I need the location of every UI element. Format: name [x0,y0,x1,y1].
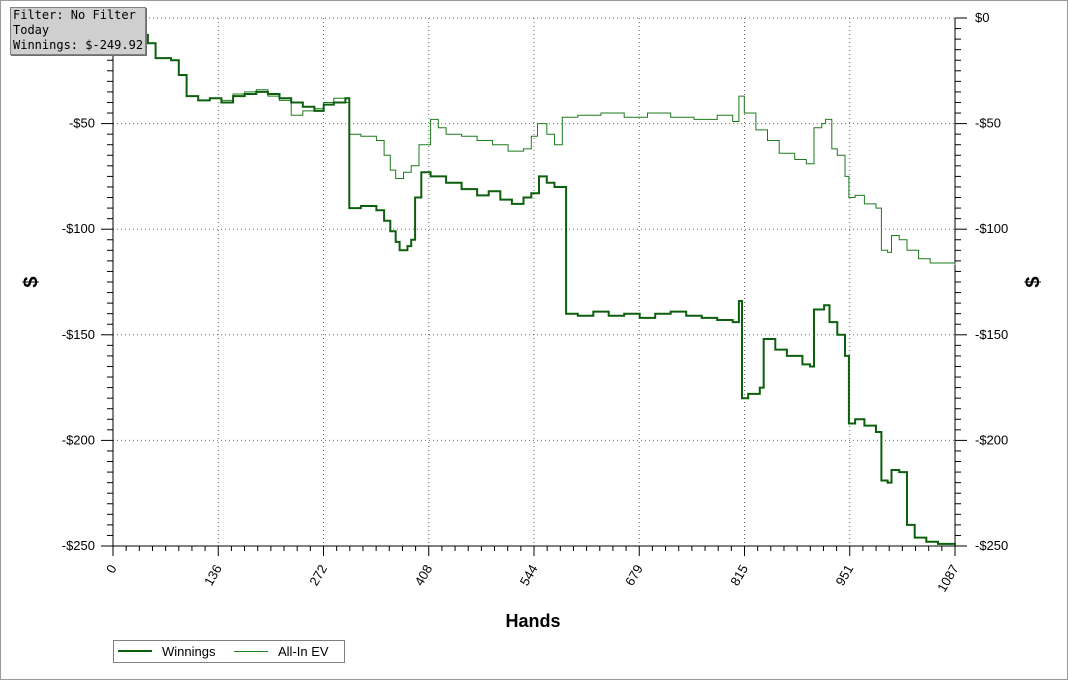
x-tick-label: 951 [833,562,857,588]
x-tick-label: 544 [517,562,541,588]
legend-item-allin-ev: All-In EV [234,643,329,659]
series-lines [113,23,956,546]
y-tick-label-left: -$100 [62,221,95,236]
x-tick-label: 0 [103,562,120,576]
legend-item-winnings: Winnings [118,643,215,659]
series-line-allin-ev [113,23,956,266]
y-tick-label-right: $0 [975,10,989,25]
y-axis-label-left: $ [20,276,42,287]
y-tick-label-left: -$50 [69,116,95,131]
legend-swatch-allin-ev [234,650,268,652]
x-tick-label: 136 [201,562,225,588]
y-axis-label-right: $ [1022,276,1044,287]
y-tick-label-left: -$150 [62,327,95,342]
axes [101,17,967,556]
y-tick-label-left: -$200 [62,432,95,447]
filter-summary-box: Filter: No Filter Today Winnings: $-249.… [10,7,146,55]
legend-swatch-winnings [118,650,152,652]
filter-text: Filter: No Filter [13,8,136,22]
x-tick-label: 408 [412,562,436,588]
legend-label-allin-ev: All-In EV [278,643,329,659]
winnings-text: Winnings: $-249.92 [13,38,144,52]
chart-legend: Winnings All-In EV [113,640,345,663]
x-tick-label: 679 [622,562,646,588]
tick-labels: $0$0-$50-$50-$100-$100-$150-$150-$200-$2… [62,10,1009,595]
x-tick-label: 815 [727,562,751,588]
y-tick-label-left: -$250 [62,538,95,553]
y-tick-label-right: -$100 [975,221,1008,236]
x-axis-label: Hands [505,611,560,631]
y-tick-label-right: -$200 [975,432,1008,447]
x-tick-label: 272 [306,562,330,588]
series-line-winnings [113,23,956,546]
grid-lines [113,17,955,546]
y-tick-label-right: -$50 [975,116,1001,131]
x-tick-label: 1087 [934,562,961,595]
date-range-text: Today [13,23,50,37]
y-tick-label-right: -$250 [975,538,1008,553]
legend-label-winnings: Winnings [162,643,216,659]
y-tick-label-right: -$150 [975,327,1008,342]
